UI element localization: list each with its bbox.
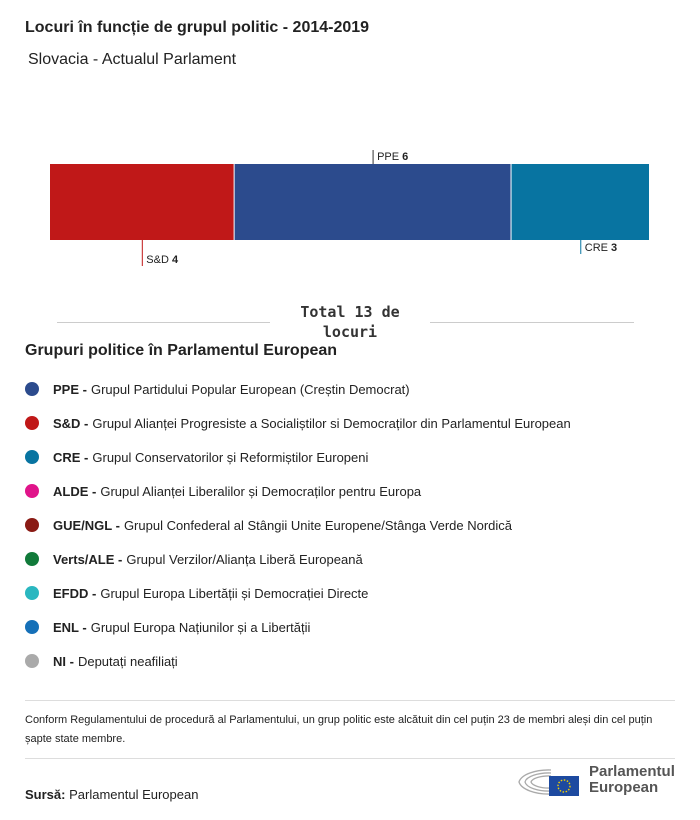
stacked-bar-chart: S&D 4 PPE 6 CRE 3 [50,150,649,266]
legend-item: EFDD - Grupul Europa Libertății și Democr… [25,576,571,610]
legend-item: NI - Deputați neafiliați [25,644,571,678]
divider [57,322,272,323]
legend-swatch [25,620,39,634]
legend-swatch [25,450,39,464]
legend-name: Grupul Verzilor/Alianța Liberă Europeană [126,551,363,567]
bar-ppe [234,164,511,240]
legend-item: ALDE - Grupul Alianței Liberalilor și Dem… [25,474,571,508]
legend-name: Grupul Europa Libertății și Democrației … [100,585,369,601]
legend: PPE - Grupul Partidului Popular European … [25,372,571,678]
legend-abbr: Verts/ALE - [53,551,123,567]
chart-title: Locuri în funcție de grupul politic - 20… [25,19,370,36]
legend-name: Grupul Alianței Liberalilor și Democrați… [100,483,422,499]
legend-abbr: S&D - [53,415,89,431]
legend-abbr: ALDE - [53,483,97,499]
bar-cre [511,164,649,240]
legend-abbr: CRE - [53,449,89,465]
legend-swatch [25,586,39,600]
chart-subtitle: Slovacia - Actualul Parlament [28,51,237,68]
legend-swatch [25,416,39,430]
legend-swatch [25,654,39,668]
legend-title: Grupuri politice în Parlamentul European [25,342,338,359]
data-label: S&D 4 [146,254,179,266]
logo-line2: European [589,779,659,796]
legend-name: Deputați neafiliați [77,653,178,669]
data-label: PPE 6 [377,151,408,163]
data-label: CRE 3 [585,242,617,254]
legend-item: PPE - Grupul Partidului Popular European … [25,372,571,406]
parliament-logo-icon [518,769,579,796]
source-value: Parlamentul European [69,787,199,802]
bar-sd [50,164,234,240]
legend-name: Grupul Partidului Popular European (Creș… [90,381,410,397]
legend-abbr: PPE - [53,381,87,397]
legend-name: Grupul Europa Națiunilor și a Libertății [90,619,311,635]
total-seats-label: Total 13 de locuri [270,302,430,342]
legend-name: Grupul Confederal al Stângii Unite Europ… [123,517,513,533]
legend-item: CRE - Grupul Conservatorilor și Reformișt… [25,440,571,474]
legend-swatch [25,382,39,396]
legend-abbr: EFDD - [53,585,97,601]
legend-swatch [25,484,39,498]
source-label: Sursă: [25,787,66,802]
legend-swatch [25,518,39,532]
legend-item: S&D - Grupul Alianței Progresiste a Socia… [25,406,571,440]
legend-abbr: GUE/NGL - [53,517,120,533]
divider [418,322,634,323]
source: Sursă: Parlamentul European [25,787,198,802]
legend-abbr: ENL - [53,619,87,635]
ep-logo: Parlamentul European [515,762,675,798]
legend-item: Verts/ALE - Grupul Verzilor/Alianța Liber… [25,542,571,576]
legend-swatch [25,552,39,566]
legend-name: Grupul Conservatorilor și Reformiștilor … [92,449,369,465]
legend-abbr: NI - [53,653,74,669]
legend-item: ENL - Grupul Europa Națiunilor și a Liber… [25,610,571,644]
logo-line1: Parlamentul [589,763,675,780]
legend-item: GUE/NGL - Grupul Confederal al Stângii Un… [25,508,571,542]
footnote: Conform Regulamentului de procedură al P… [25,700,675,759]
legend-name: Grupul Alianței Progresiste a Socialiști… [92,415,571,431]
